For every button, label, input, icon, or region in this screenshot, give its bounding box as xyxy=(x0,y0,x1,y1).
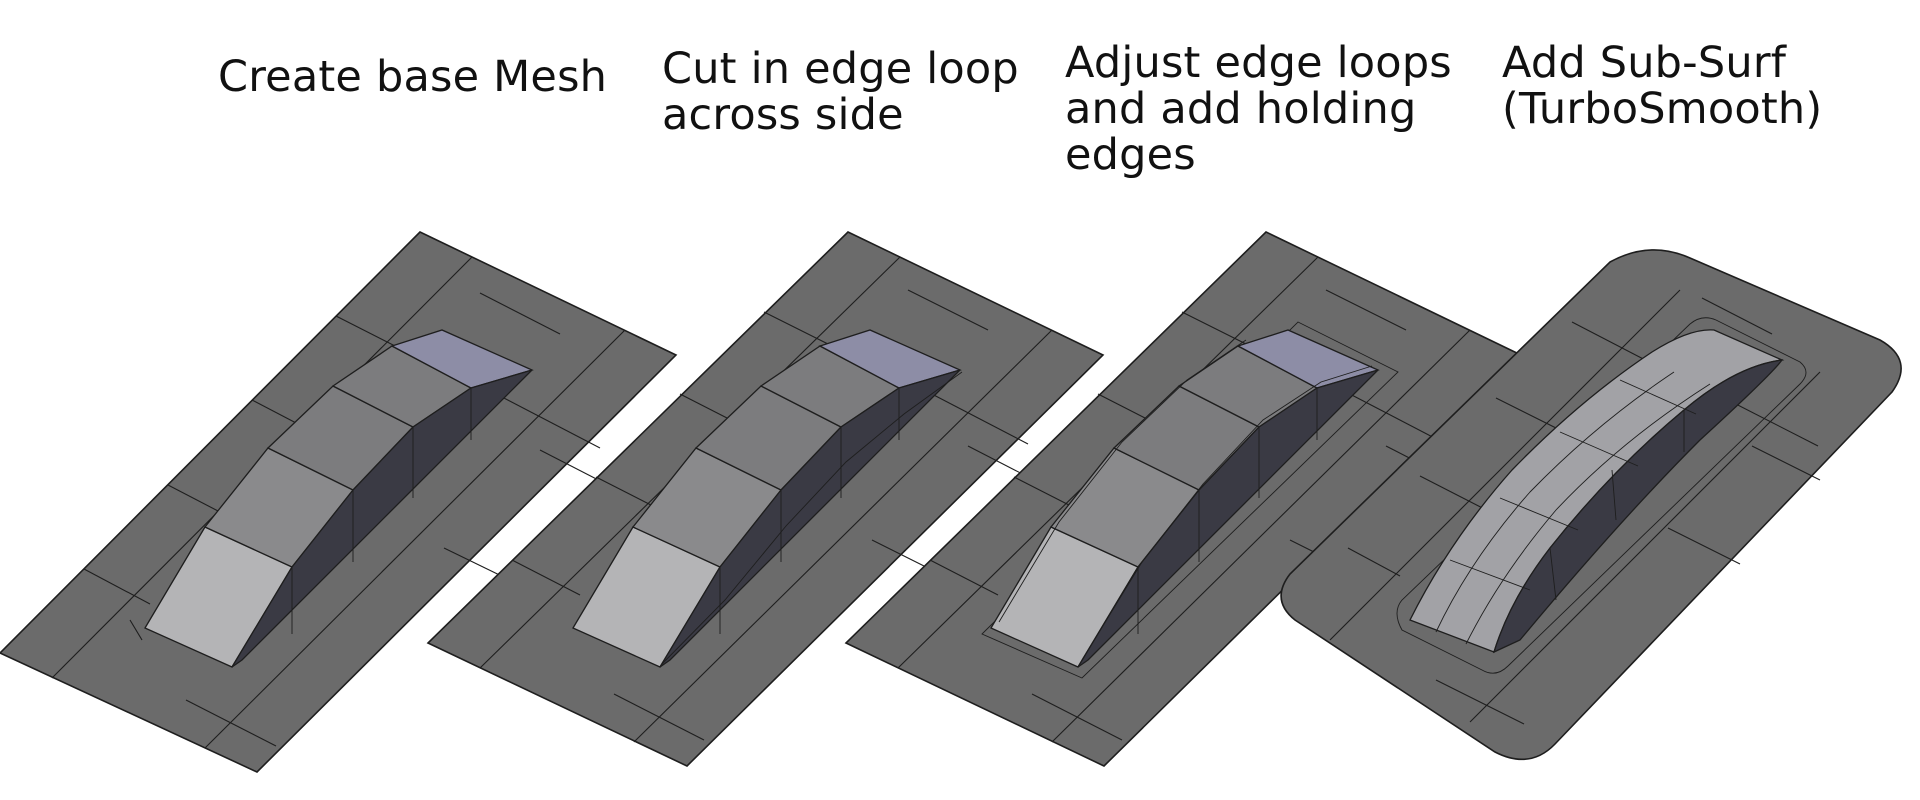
step-3-caption: Adjust edge loops and add holding edges xyxy=(1065,38,1452,180)
panel-4-mesh xyxy=(1280,249,1902,761)
panel-2-ramp-side xyxy=(659,369,961,668)
panel-4-grid xyxy=(1329,289,1821,725)
panel-3-holding-edge-side xyxy=(1081,365,1373,661)
step-4-caption: Add Sub-Surf (TurboSmooth) xyxy=(1502,38,1823,134)
panel-2-mesh xyxy=(426,231,1105,767)
panel-3-holding-edge-top xyxy=(998,339,1247,623)
panel-1-mesh xyxy=(0,231,678,773)
panel-4-ramp-lines xyxy=(1435,371,1711,645)
panel-4-smooth-outline xyxy=(1396,317,1807,674)
panel-1-ramp-side xyxy=(231,369,533,668)
step-1-caption: Create base Mesh xyxy=(218,52,608,102)
step-2-caption: Cut in edge loop across side xyxy=(662,44,1019,140)
panel-2-new-edge-loop xyxy=(661,371,963,665)
